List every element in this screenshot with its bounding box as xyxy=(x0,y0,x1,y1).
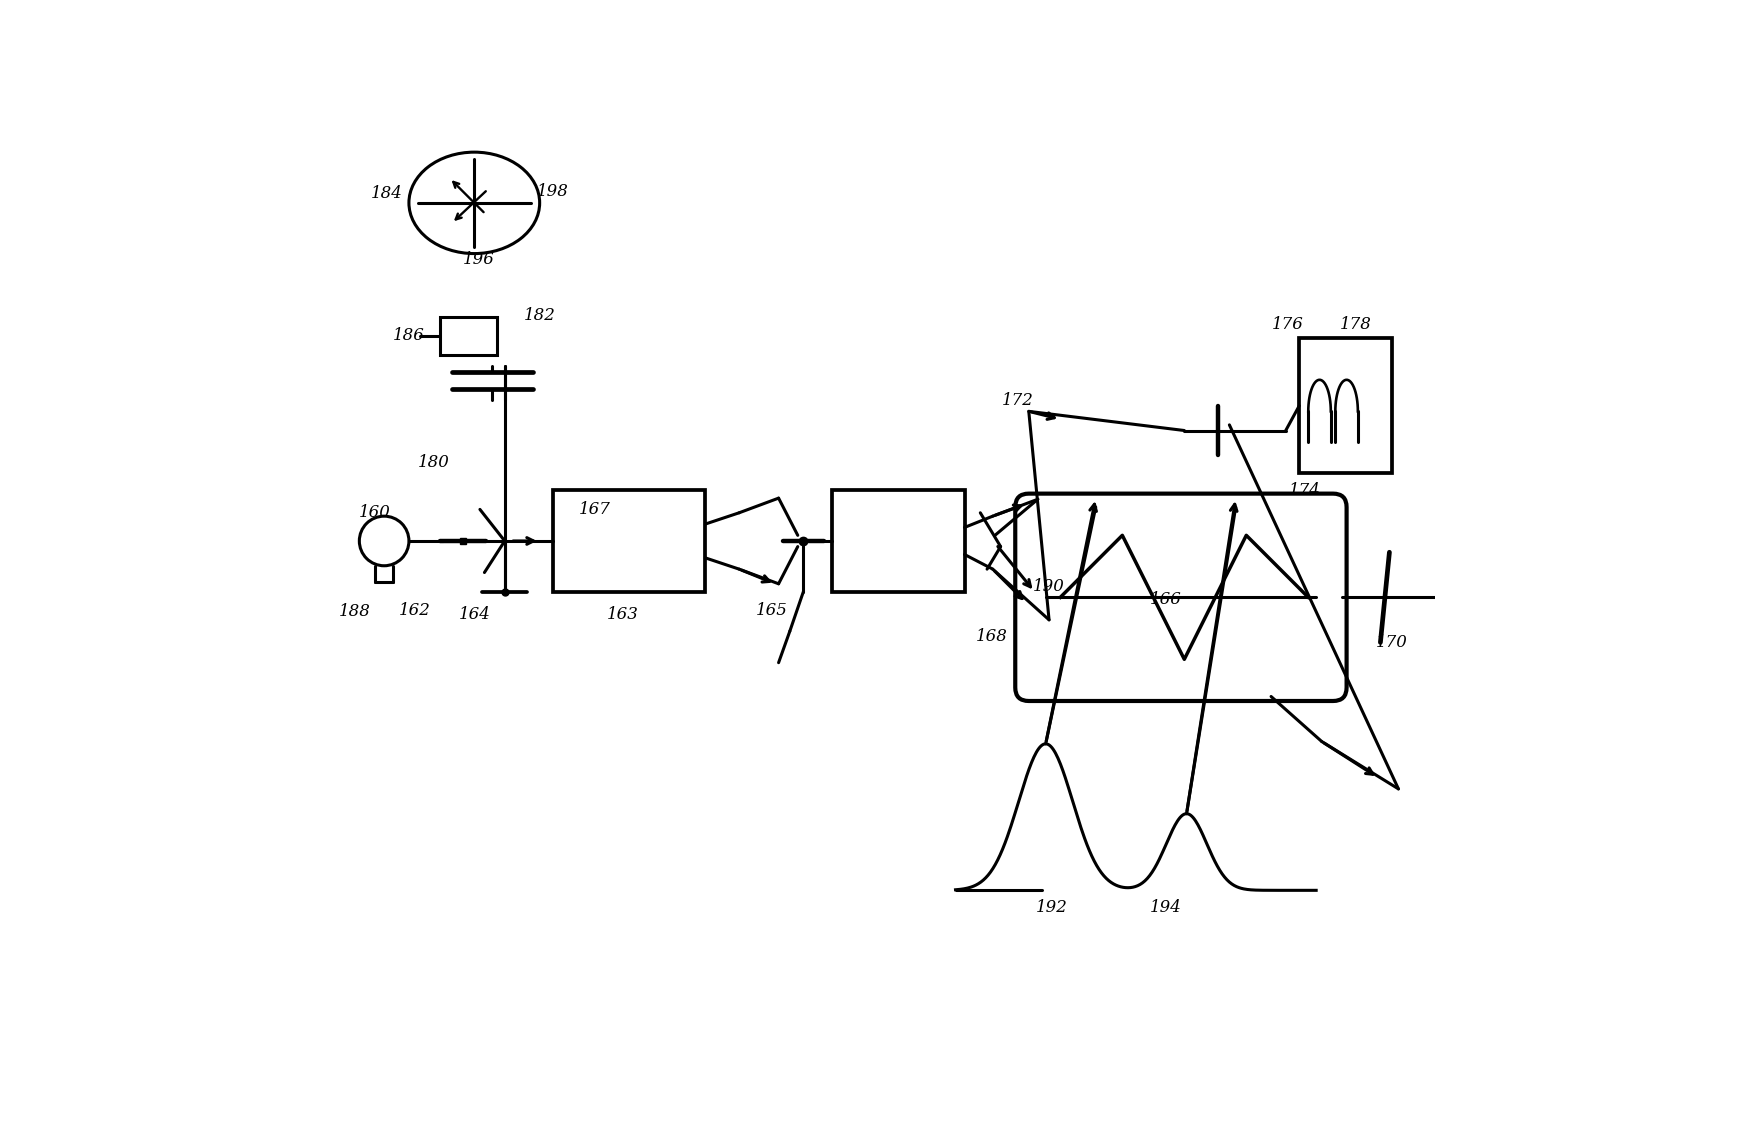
Text: 180: 180 xyxy=(418,453,449,471)
Text: 186: 186 xyxy=(394,327,425,345)
Text: 184: 184 xyxy=(371,185,402,203)
Text: 170: 170 xyxy=(1376,633,1408,651)
Bar xyxy=(1300,338,1392,473)
Bar xyxy=(554,490,706,592)
Text: 168: 168 xyxy=(976,628,1007,646)
Text: 178: 178 xyxy=(1340,316,1371,334)
Bar xyxy=(831,490,965,592)
Text: 196: 196 xyxy=(463,250,495,268)
Text: 190: 190 xyxy=(1033,577,1064,595)
Text: 194: 194 xyxy=(1150,898,1183,916)
Text: 182: 182 xyxy=(524,307,556,325)
Text: 172: 172 xyxy=(1002,391,1033,409)
Text: 167: 167 xyxy=(578,500,611,518)
Text: 198: 198 xyxy=(537,183,570,201)
Text: 162: 162 xyxy=(399,602,430,620)
Text: 188: 188 xyxy=(340,603,371,621)
Text: 192: 192 xyxy=(1035,898,1068,916)
Text: 165: 165 xyxy=(756,602,787,620)
Text: 160: 160 xyxy=(359,504,390,522)
Text: 176: 176 xyxy=(1272,316,1305,334)
Bar xyxy=(441,317,496,355)
Text: 174: 174 xyxy=(1289,481,1320,499)
Text: 163: 163 xyxy=(608,605,639,623)
Text: 166: 166 xyxy=(1150,591,1183,609)
Text: 164: 164 xyxy=(458,605,490,623)
